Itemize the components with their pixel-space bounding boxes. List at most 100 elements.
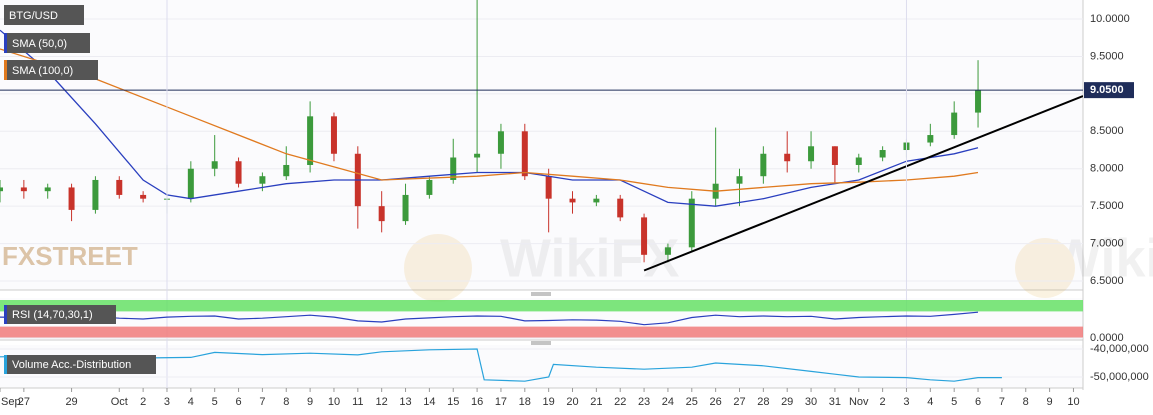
candle-body [855, 157, 862, 165]
pane-plot [0, 0, 1083, 282]
x-tick-label: 10 [328, 396, 340, 408]
x-tick-label: 23 [638, 396, 650, 408]
legend-swatch [4, 60, 7, 80]
x-tick-label: 6 [235, 396, 241, 408]
y-tick-label: 8.5000 [1090, 125, 1124, 137]
x-tick-label: 30 [805, 396, 817, 408]
x-tick-label: 5 [212, 396, 218, 408]
candle-body [0, 187, 3, 192]
pane-plot [0, 348, 1083, 382]
x-tick-label: 14 [423, 396, 435, 408]
candle-body [259, 176, 266, 184]
candle-body [44, 187, 51, 192]
candle-body [68, 187, 75, 210]
x-tick-label: 8 [283, 396, 289, 408]
y-tick-label: 7.0000 [1090, 237, 1124, 249]
candle-body [760, 153, 767, 177]
candle-body [569, 198, 576, 203]
x-tick-label: 31 [829, 396, 841, 408]
x-tick-label: 25 [686, 396, 698, 408]
x-tick-label: 24 [662, 396, 674, 408]
legend-box [4, 5, 84, 25]
legend-swatch [4, 305, 7, 324]
x-tick-label: 16 [471, 396, 483, 408]
x-tick-label: 29 [781, 396, 793, 408]
rsi-band [0, 300, 1083, 312]
x-tick-label: 9 [307, 396, 313, 408]
candle-body [545, 176, 552, 199]
x-tick-label: 5 [951, 396, 957, 408]
candle-body [116, 179, 123, 195]
y-tick-label: -50,000,000 [1090, 371, 1149, 383]
x-tick-label: 12 [376, 396, 388, 408]
x-tick-label: 10 [1067, 396, 1079, 408]
watermark: WikiFX [500, 228, 680, 288]
candle-body [211, 161, 218, 169]
last-price-box [1084, 82, 1134, 99]
price-pane [0, 0, 1083, 290]
x-tick-label: 4 [188, 396, 194, 408]
legend-entry: SMA (50,0) [12, 38, 67, 50]
legend-swatch [4, 355, 7, 374]
pane-plot [0, 300, 1083, 339]
candle-body [140, 194, 147, 199]
indicator-title: RSI (14,70,30,1) [12, 309, 93, 321]
logo: FXSTREET [2, 241, 138, 271]
watermarks: WikiFX WikiFX [404, 228, 1153, 302]
candle-body [402, 194, 409, 222]
legend-box[interactable] [4, 33, 90, 53]
x-tick-label: Nov [849, 396, 869, 408]
x-tick-label: 17 [495, 396, 507, 408]
candle-body [450, 157, 457, 180]
candle-body [593, 198, 600, 203]
series-line [0, 29, 979, 207]
candle-body [20, 187, 27, 192]
x-tick-label: 21 [590, 396, 602, 408]
candle-body [497, 131, 504, 154]
candle-body [664, 247, 671, 255]
y-tick-label: 6.5000 [1090, 275, 1124, 287]
x-tick-label: 15 [447, 396, 459, 408]
legend-box[interactable] [4, 305, 116, 324]
candle-body [330, 116, 337, 154]
legend-title: BTG/USD [9, 10, 58, 22]
candle-body [426, 179, 433, 195]
x-tick-label: 22 [614, 396, 626, 408]
last-price-label: 9.0500 [1090, 84, 1124, 96]
series-line [643, 95, 1083, 272]
pane-handle[interactable] [531, 292, 551, 296]
series-line [0, 348, 1002, 382]
x-tick-label: 9 [1047, 396, 1053, 408]
x-tick-label: 27 [18, 396, 30, 408]
x-tick-label: 3 [164, 396, 170, 408]
legend-entry: SMA (100,0) [12, 65, 73, 77]
candle-body [951, 112, 958, 136]
x-tick-label: 2 [880, 396, 886, 408]
pane-handle[interactable] [531, 341, 551, 345]
candle-body [784, 153, 791, 162]
candle-body [641, 217, 648, 255]
candle-body [831, 146, 838, 165]
y-tick-label: 8.0000 [1090, 163, 1124, 175]
x-tick-label: 7 [999, 396, 1005, 408]
y-tick-label: 10.0000 [1090, 13, 1130, 25]
x-tick-label: Sep [1, 396, 21, 408]
candle-body [92, 179, 99, 210]
x-tick-label: 18 [519, 396, 531, 408]
series-line [0, 311, 979, 326]
y-tick-label: 0.0000 [1090, 332, 1124, 344]
legend-box[interactable] [4, 355, 156, 374]
candle-body [927, 135, 934, 143]
candle-body [808, 146, 815, 162]
legend-box[interactable] [4, 60, 98, 80]
candle-body [474, 153, 481, 158]
x-tick-label: 27 [733, 396, 745, 408]
x-tick-label: 4 [927, 396, 933, 408]
x-tick-label: 20 [566, 396, 578, 408]
x-tick-label: 26 [710, 396, 722, 408]
indicator-title: Volume Acc.-Distribution [12, 359, 131, 371]
candle-body [521, 131, 528, 177]
candle-body [307, 116, 314, 165]
legend-swatch [4, 33, 7, 53]
x-tick-label: 6 [975, 396, 981, 408]
